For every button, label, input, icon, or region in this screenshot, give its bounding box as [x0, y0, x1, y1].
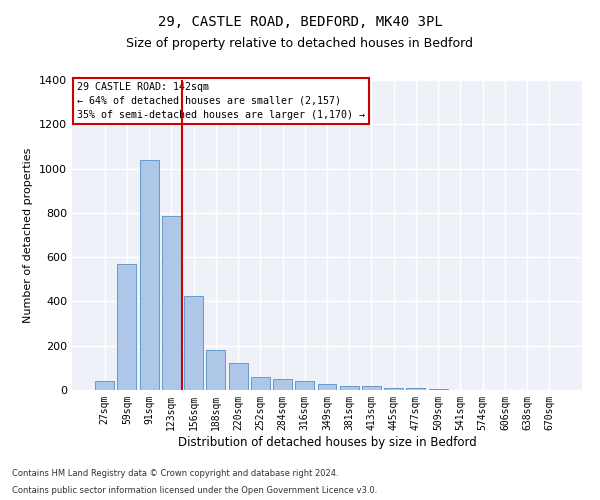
Text: Contains HM Land Registry data © Crown copyright and database right 2024.: Contains HM Land Registry data © Crown c…: [12, 468, 338, 477]
Bar: [295, 381, 314, 390]
Bar: [362, 386, 381, 390]
Bar: [273, 380, 292, 390]
Bar: [251, 376, 270, 390]
Text: Size of property relative to detached houses in Bedford: Size of property relative to detached ho…: [127, 38, 473, 51]
Bar: [118, 264, 136, 390]
X-axis label: Distribution of detached houses by size in Bedford: Distribution of detached houses by size …: [178, 436, 476, 448]
Bar: [229, 364, 248, 390]
Bar: [406, 388, 425, 390]
Bar: [184, 296, 203, 390]
Bar: [340, 386, 359, 390]
Text: 29 CASTLE ROAD: 142sqm
← 64% of detached houses are smaller (2,157)
35% of semi-: 29 CASTLE ROAD: 142sqm ← 64% of detached…: [77, 82, 365, 120]
Text: 29, CASTLE ROAD, BEDFORD, MK40 3PL: 29, CASTLE ROAD, BEDFORD, MK40 3PL: [158, 15, 442, 29]
Y-axis label: Number of detached properties: Number of detached properties: [23, 148, 34, 322]
Text: Contains public sector information licensed under the Open Government Licence v3: Contains public sector information licen…: [12, 486, 377, 495]
Bar: [206, 350, 225, 390]
Bar: [384, 388, 403, 390]
Bar: [95, 381, 114, 390]
Bar: [317, 384, 337, 390]
Bar: [140, 160, 158, 390]
Bar: [162, 216, 181, 390]
